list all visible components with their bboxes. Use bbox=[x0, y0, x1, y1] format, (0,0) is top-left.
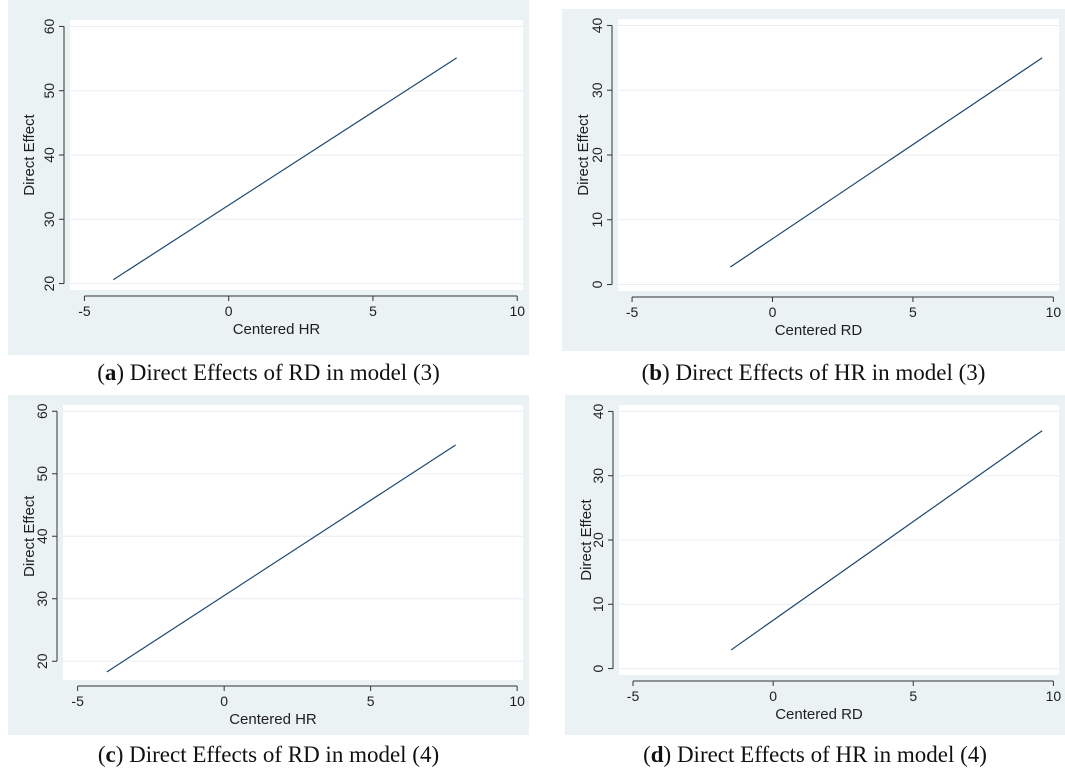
y-tick-label-3: 50 bbox=[34, 466, 50, 482]
x-tick-label-1: 0 bbox=[220, 693, 228, 709]
y-axis-title: Direct Effect bbox=[575, 113, 592, 195]
x-tick-label-1: 0 bbox=[769, 688, 777, 704]
y-tick-label-1: 30 bbox=[41, 211, 57, 227]
x-tick-label-2: 5 bbox=[369, 303, 377, 319]
x-tick-label-1: 0 bbox=[769, 304, 777, 320]
y-axis-title: Direct Effect bbox=[21, 113, 38, 195]
y-tick-label-4: 40 bbox=[589, 17, 605, 33]
caption-d-text: ) Direct Effects of HR in model (4) bbox=[663, 742, 987, 767]
y-axis-title: Direct Effect bbox=[578, 498, 595, 580]
caption-c: (c) Direct Effects of RD in model (4) bbox=[97, 742, 440, 767]
x-axis-title: Centered HR bbox=[229, 711, 317, 728]
x-tick-label-2: 5 bbox=[909, 688, 917, 704]
x-tick-label-3: 10 bbox=[509, 303, 525, 319]
chart-panel-a: 20 30 40 50 60 -5 0 5 10 Centered HR Direct Effect bbox=[8, 0, 529, 355]
caption-a: (a) Direct Effects of RD in model (3) bbox=[97, 360, 440, 385]
chart-panel-d: 0 10 20 30 40 -5 0 5 10 Centered RD Direct Effect bbox=[565, 395, 1065, 735]
y-tick-label-4: 40 bbox=[590, 403, 606, 419]
caption-d: (d) Direct Effects of HR in model (4) bbox=[643, 742, 987, 767]
y-tick-label-3: 30 bbox=[589, 82, 605, 98]
y-tick-label-4: 60 bbox=[41, 18, 57, 34]
series-line bbox=[730, 430, 1043, 651]
y-tick-label-3: 30 bbox=[590, 468, 606, 484]
x-tick-label-1: 0 bbox=[225, 303, 233, 319]
chart-svg-b: 0 10 20 30 40 -5 0 5 10 Centered RD Direct Effect bbox=[562, 9, 1065, 351]
chart-panel-b: 0 10 20 30 40 -5 0 5 10 Centered RD Direct Effect bbox=[562, 9, 1065, 351]
chart-svg-d: 0 10 20 30 40 -5 0 5 10 Centered RD Direct Effect bbox=[565, 395, 1065, 735]
y-tick-label-2: 40 bbox=[41, 147, 57, 163]
x-axis-title: Centered HR bbox=[233, 321, 321, 338]
y-tick-label-3: 50 bbox=[41, 83, 57, 99]
y-tick-label-1: 10 bbox=[589, 212, 605, 228]
x-tick-label-2: 5 bbox=[367, 693, 375, 709]
caption-a-letter: a bbox=[104, 360, 117, 385]
chart-svg-c: 20 30 40 50 60 -5 0 5 10 Centered HR Direct Effect bbox=[8, 395, 529, 735]
series-line bbox=[730, 57, 1043, 268]
caption-a-text: ) Direct Effects of RD in model (3) bbox=[116, 360, 440, 385]
y-tick-label-1: 30 bbox=[34, 591, 50, 607]
y-axis-title: Direct Effect bbox=[21, 495, 38, 577]
x-tick-label-0: -5 bbox=[626, 304, 639, 320]
y-tick-label-0: 20 bbox=[41, 276, 57, 292]
caption-b: (b) Direct Effects of HR in model (3) bbox=[641, 360, 986, 385]
caption-b-letter: b bbox=[649, 360, 663, 385]
y-tick-label-0: 20 bbox=[34, 653, 50, 669]
caption-b-text: ) Direct Effects of HR in model (3) bbox=[662, 360, 986, 385]
x-tick-label-0: -5 bbox=[627, 688, 640, 704]
y-tick-label-4: 60 bbox=[34, 403, 50, 419]
caption-c-text: ) Direct Effects of RD in model (4) bbox=[115, 742, 440, 767]
x-tick-label-3: 10 bbox=[1046, 304, 1062, 320]
x-tick-label-3: 10 bbox=[509, 693, 525, 709]
y-tick-label-0: 0 bbox=[589, 280, 605, 288]
caption-c-letter: c bbox=[105, 742, 116, 767]
x-axis-title: Centered RD bbox=[775, 322, 863, 339]
x-axis-title: Centered RD bbox=[775, 706, 863, 723]
series-line bbox=[112, 57, 457, 281]
y-tick-label-0: 0 bbox=[590, 664, 606, 672]
y-tick-label-1: 10 bbox=[590, 596, 606, 612]
y-tick-label-2: 20 bbox=[589, 147, 605, 163]
chart-panel-c: 20 30 40 50 60 -5 0 5 10 Centered HR Direct Effect bbox=[8, 395, 529, 735]
caption-d-letter: d bbox=[650, 742, 664, 767]
x-tick-label-2: 5 bbox=[909, 304, 917, 320]
y-tick-label-2: 40 bbox=[34, 528, 50, 544]
x-tick-label-0: -5 bbox=[78, 303, 91, 319]
y-tick-label-2: 20 bbox=[590, 532, 606, 548]
x-tick-label-3: 10 bbox=[1046, 688, 1062, 704]
x-tick-label-0: -5 bbox=[71, 693, 84, 709]
chart-svg-a: 20 30 40 50 60 -5 0 5 10 Centered HR Direct Effect bbox=[8, 0, 529, 355]
series-line bbox=[106, 444, 456, 673]
